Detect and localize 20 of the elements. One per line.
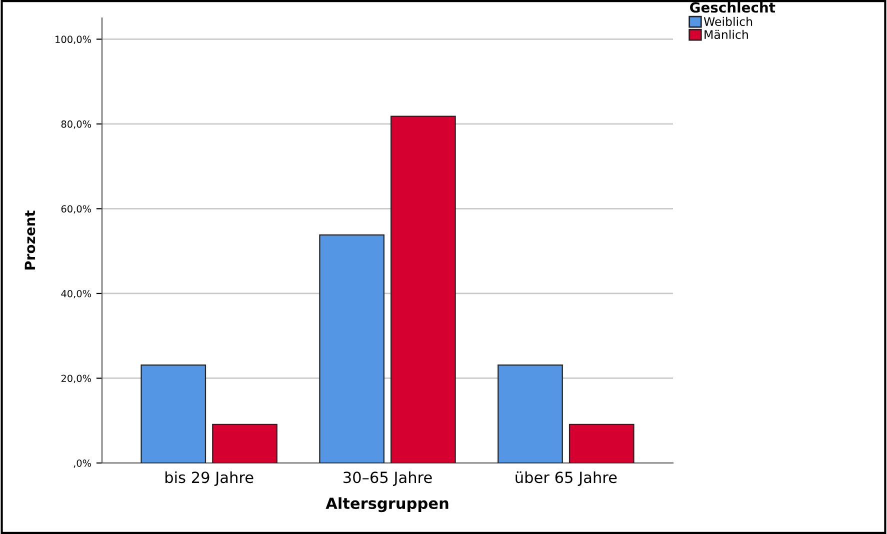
bar (390, 116, 456, 463)
bar (212, 424, 278, 463)
x-axis-title: Altersgruppen (326, 497, 448, 512)
legend-label: Weiblich (704, 16, 752, 26)
y-axis-title: Prozent (24, 210, 36, 270)
x-tick-label: 30–65 Jahre (344, 471, 432, 486)
x-tick-label: über 65 Jahre (516, 471, 617, 486)
y-tick-label: ,0% (74, 459, 92, 468)
bar (498, 364, 563, 463)
y-tick-label: 80,0% (61, 120, 92, 129)
bar (568, 424, 634, 463)
y-tick-label: 20,0% (61, 374, 92, 384)
y-tick-label: 40,0% (61, 290, 92, 298)
y-tick-label: 60,0% (61, 205, 92, 214)
legend-label: Mänlich (704, 30, 748, 40)
y-tick-label: 100,0% (56, 36, 92, 44)
legend-title: Geschlecht (690, 2, 776, 13)
bar (319, 234, 384, 463)
bar (140, 364, 206, 463)
x-tick-label: bis 29 Jahre (165, 471, 254, 486)
